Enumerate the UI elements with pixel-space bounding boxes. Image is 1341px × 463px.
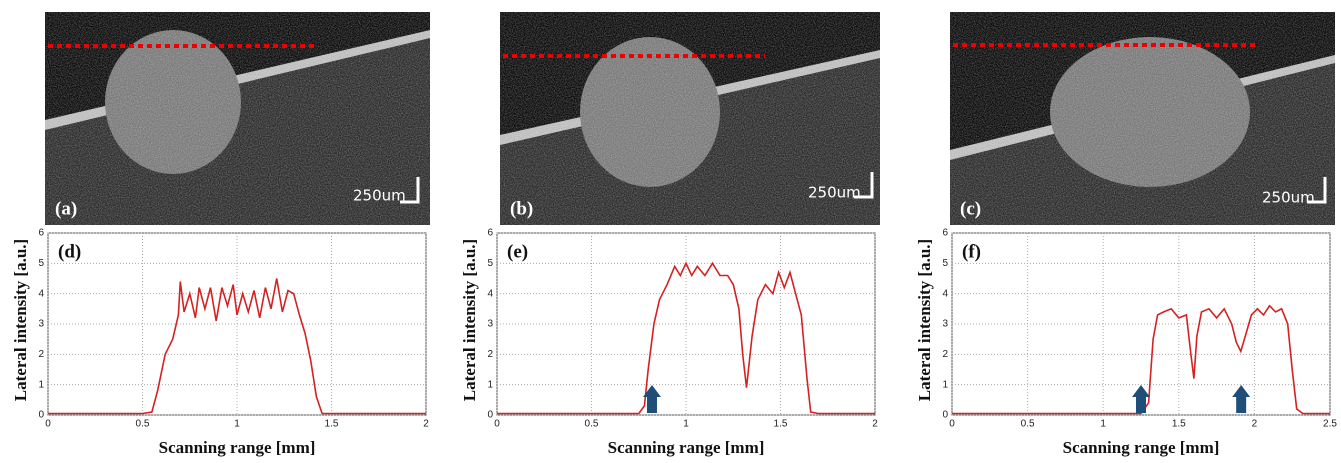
- x-axis-label: Scanning range [mm]: [608, 438, 765, 457]
- y-tick-label: 6: [487, 228, 493, 239]
- y-tick-label: 5: [487, 258, 493, 269]
- arrow: [642, 385, 661, 413]
- y-tick-label: 5: [38, 258, 44, 269]
- y-axis-label: Lateral intensity [a.u.]: [460, 239, 479, 401]
- panel-label: (b): [510, 198, 533, 219]
- y-tick-label: 6: [942, 228, 948, 239]
- x-tick-label: 0: [494, 419, 500, 430]
- x-axis-label: Scanning range [mm]: [159, 438, 316, 457]
- panel-label: (f): [962, 241, 981, 262]
- y-tick-label: 2: [487, 349, 493, 360]
- y-tick-label: 3: [487, 319, 493, 330]
- x-tick-label: 1: [234, 419, 240, 430]
- oct-image: 250um (c): [950, 12, 1335, 225]
- y-tick-label: 1: [38, 379, 44, 390]
- x-tick-label: 0: [949, 419, 955, 430]
- y-tick-label: 3: [942, 319, 948, 330]
- x-tick-label: 2.5: [1323, 419, 1337, 430]
- x-tick-label: 1.5: [325, 419, 339, 430]
- panel-label: (a): [55, 198, 77, 219]
- y-tick-label: 5: [942, 258, 948, 269]
- x-tick-label: 0.5: [585, 419, 599, 430]
- scale-bar-label: 250um: [1262, 189, 1315, 207]
- x-tick-label: 1.5: [1172, 419, 1186, 430]
- y-tick-label: 4: [487, 288, 493, 299]
- y-tick-label: 4: [942, 288, 948, 299]
- y-tick-label: 1: [487, 379, 493, 390]
- x-tick-label: 2: [1252, 419, 1258, 430]
- arrow: [1232, 385, 1251, 413]
- data-line: [497, 261, 875, 415]
- x-tick-label: 0: [45, 419, 51, 430]
- oct-image: 250um (a): [45, 12, 430, 225]
- y-tick-label: 0: [38, 410, 44, 421]
- y-tick-label: 6: [38, 228, 44, 239]
- y-tick-label: 0: [487, 410, 493, 421]
- y-tick-label: 4: [38, 288, 44, 299]
- x-tick-label: 0.5: [1021, 419, 1035, 430]
- arrow: [1132, 385, 1150, 413]
- x-tick-label: 0.5: [136, 419, 150, 430]
- y-axis-label: Lateral intensity [a.u.]: [915, 239, 934, 401]
- data-line: [48, 278, 426, 415]
- y-tick-label: 3: [38, 319, 44, 330]
- y-axis-label: Lateral intensity [a.u.]: [11, 239, 30, 401]
- panel-label: (d): [58, 241, 81, 262]
- y-tick-label: 0: [942, 410, 948, 421]
- oct-image: 250um (b): [500, 12, 880, 225]
- x-tick-label: 2: [423, 419, 429, 430]
- x-tick-label: 2: [872, 419, 878, 430]
- scale-bar-label: 250um: [808, 184, 861, 202]
- y-tick-label: 1: [942, 379, 948, 390]
- y-tick-label: 2: [38, 349, 44, 360]
- y-tick-label: 2: [942, 349, 948, 360]
- scale-bar-label: 250um: [353, 187, 406, 205]
- x-tick-label: 1: [683, 419, 689, 430]
- panel-label: (c): [960, 198, 981, 219]
- x-tick-label: 1: [1100, 419, 1106, 430]
- panel-label: (e): [507, 241, 528, 262]
- data-line: [952, 304, 1330, 415]
- x-tick-label: 1.5: [774, 419, 788, 430]
- x-axis-label: Scanning range [mm]: [1063, 438, 1220, 457]
